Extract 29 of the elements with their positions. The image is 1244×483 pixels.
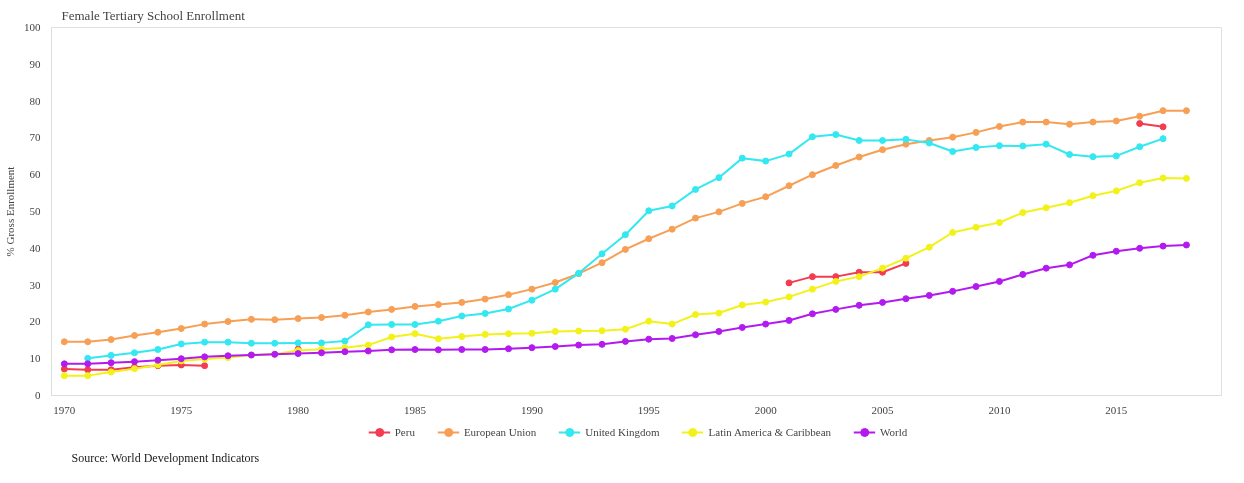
x-tick-label: 1980 xyxy=(287,403,310,416)
chart-title: Female Tertiary School Enrollment xyxy=(61,7,246,23)
x-tick-label: 2010 xyxy=(988,403,1011,416)
y-tick-label: 60 xyxy=(29,168,41,181)
x-tick-label: 1995 xyxy=(637,403,661,416)
x-tick-label: 1990 xyxy=(520,403,544,416)
legend-label: Latin America & Caribbean xyxy=(708,426,832,438)
x-tick-label: 1985 xyxy=(404,403,427,416)
y-tick-label: 70 xyxy=(29,131,41,144)
y-tick-label: 80 xyxy=(29,94,41,107)
y-tick-label: 0 xyxy=(35,389,41,401)
x-tick-label: 2015 xyxy=(1105,403,1128,416)
y-tick-label: 30 xyxy=(29,278,41,291)
y-tick-label: 90 xyxy=(29,57,41,70)
legend-label: World xyxy=(880,426,908,438)
source-note: Source: World Development Indicators xyxy=(71,450,260,465)
x-tick-label: 1970 xyxy=(53,403,76,416)
legend-label: Peru xyxy=(394,426,415,438)
y-tick-label: 50 xyxy=(29,205,41,217)
y-tick-label: 20 xyxy=(29,315,41,328)
x-tick-label: 1975 xyxy=(170,403,193,416)
x-tick-label: 2005 xyxy=(871,403,895,416)
y-tick-label: 100 xyxy=(24,21,41,33)
legend-label: European Union xyxy=(463,426,537,438)
y-tick-label: 10 xyxy=(29,352,41,365)
x-tick-label: 2000 xyxy=(754,403,778,416)
legend-label: United Kingdom xyxy=(585,426,660,438)
y-tick-label: 40 xyxy=(29,241,41,254)
y-axis-title: % Gross Enrollment xyxy=(4,166,16,257)
